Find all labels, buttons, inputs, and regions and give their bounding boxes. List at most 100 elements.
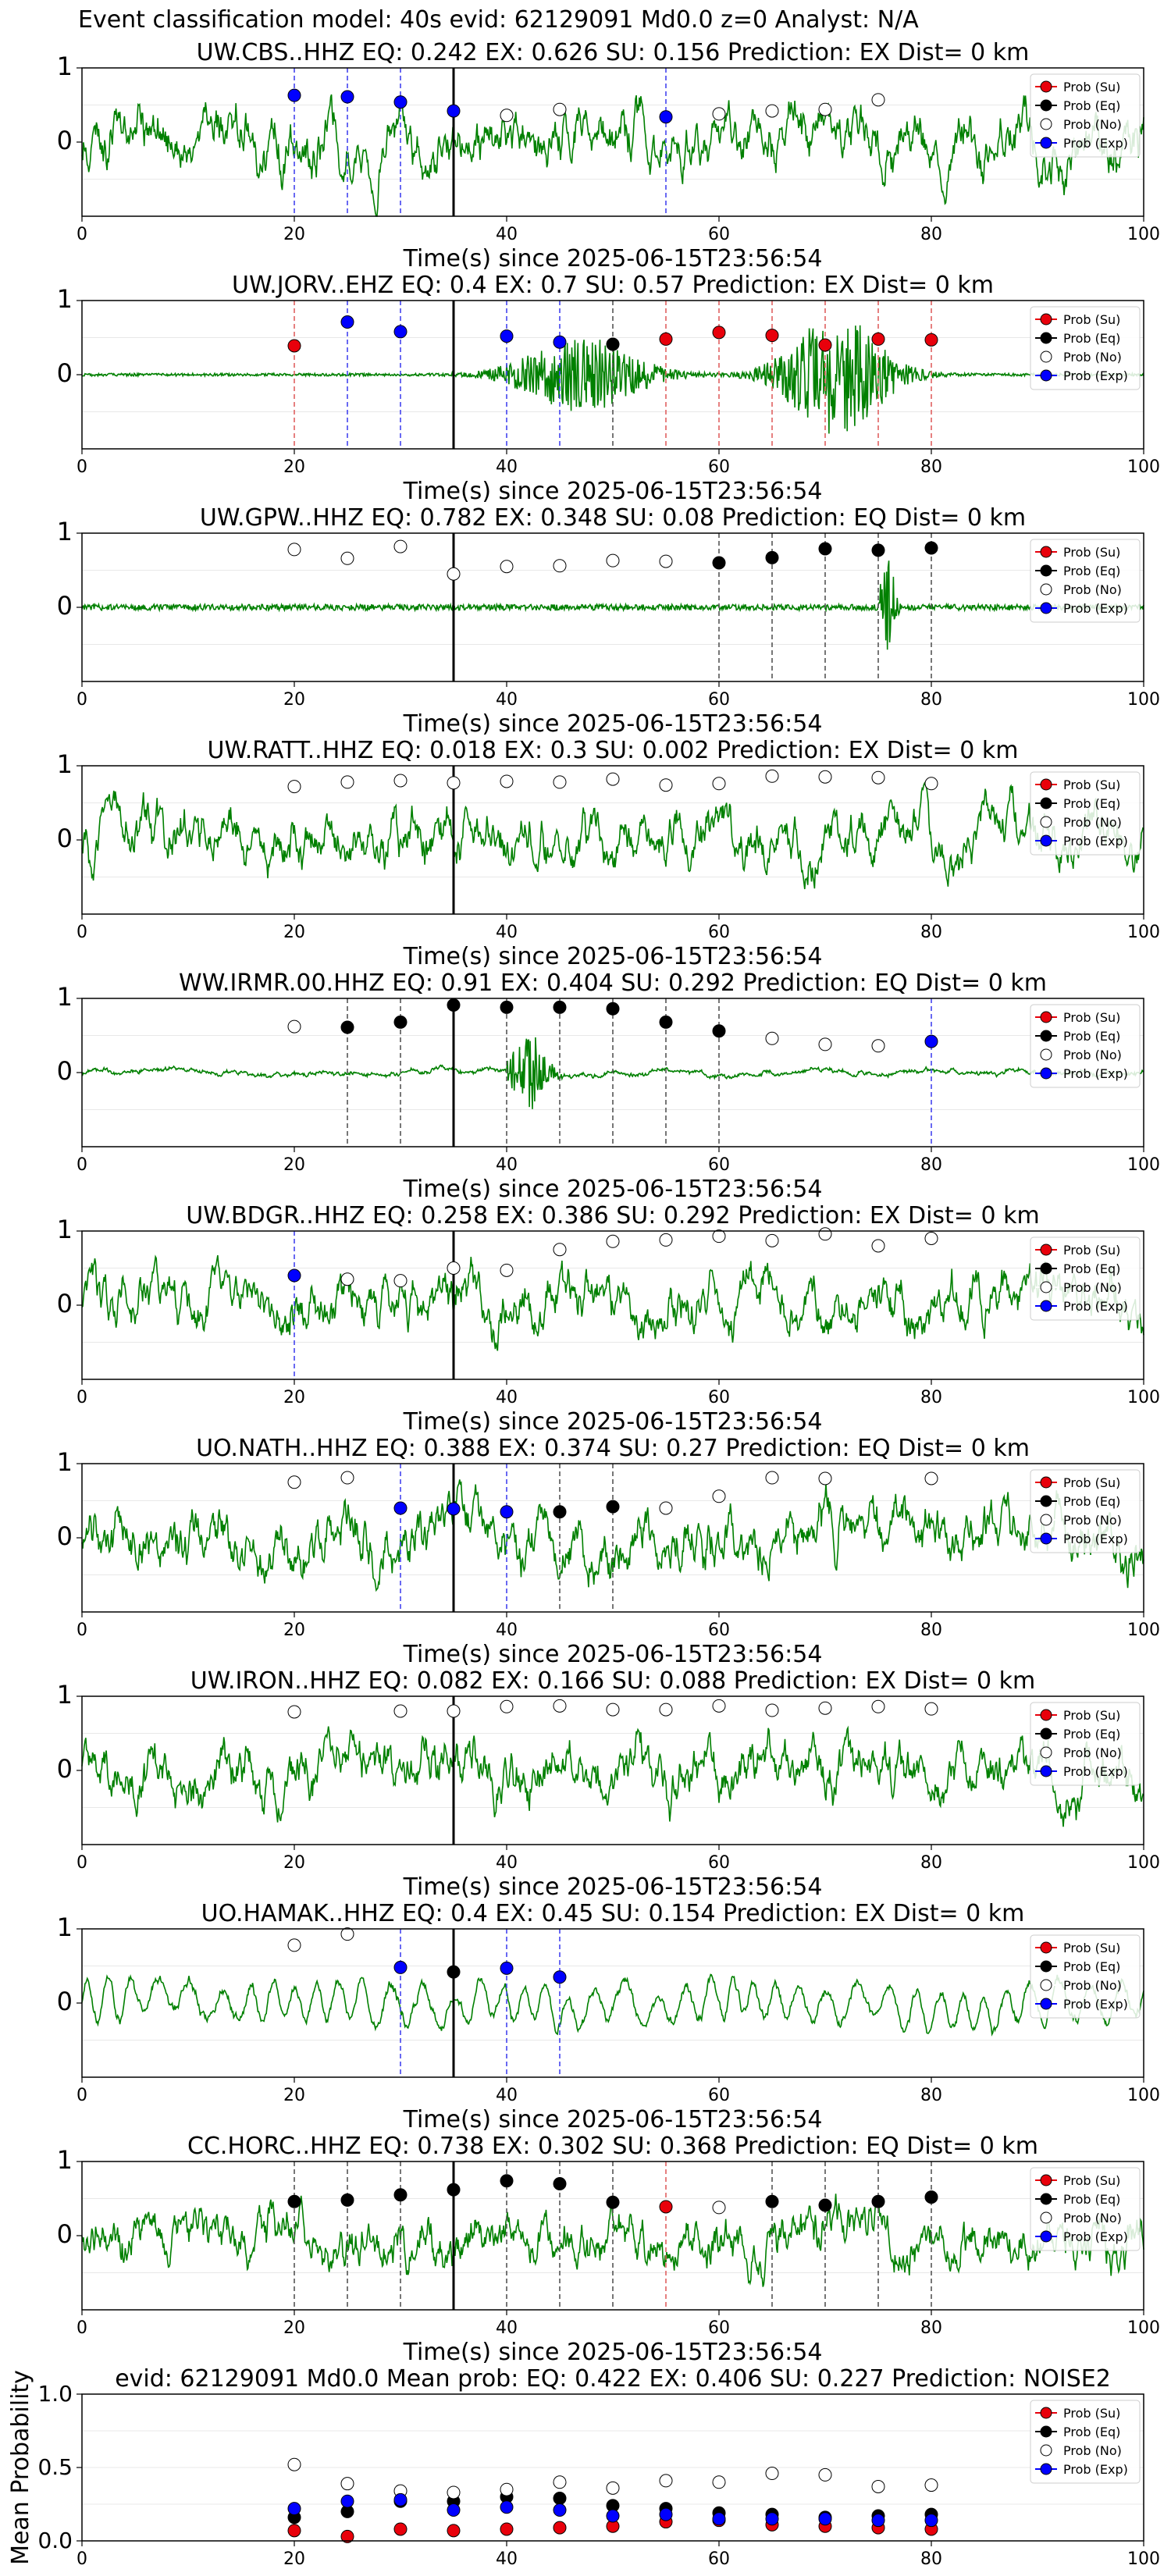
prob-marker-no [340,551,354,565]
prob-marker-su [659,332,673,346]
prob-marker-eq [393,2188,408,2202]
prob-marker-no [340,775,354,789]
legend-label-eq: Prob (Eq) [1063,1261,1120,1276]
mean-marker-no [340,2477,354,2491]
prob-marker-exp [340,315,354,329]
x-axis-label: Time(s) since 2025-06-15T23:56:54 [403,2339,823,2366]
waveform-trace [81,781,1144,890]
mean-marker-no [500,2482,514,2496]
x-tick-label: 80 [920,2318,942,2338]
prob-marker-exp [500,329,514,343]
legend-marker-exp [1040,602,1052,614]
prob-marker-exp [500,1505,514,1519]
x-tick-label: 0 [77,2086,87,2105]
x-tick-label: 40 [496,1621,518,1640]
legend-label-eq: Prob (Eq) [1063,98,1120,113]
prob-marker-no [393,1704,408,1718]
legend-marker-exp [1040,369,1052,382]
prob-marker-eq [447,998,461,1012]
legend-marker-no [1040,2211,1052,2224]
x-tick-label: 0 [77,225,87,244]
x-axis-label: Time(s) since 2025-06-15T23:56:54 [403,1873,823,1901]
prob-marker-no [553,102,567,116]
legend-label-exp: Prob (Exp) [1063,1997,1128,2012]
prob-marker-no [553,775,567,789]
x-tick-label: 60 [708,1155,730,1175]
y-tick-label: 1 [57,1215,73,1244]
x-tick-label: 40 [496,2318,518,2338]
x-tick-label: 0 [77,690,87,710]
x-axis-label: Time(s) since 2025-06-15T23:56:54 [403,1408,823,1436]
legend-marker-eq [1040,1262,1052,1275]
legend-label-no: Prob (No) [1063,2443,1122,2458]
legend-marker-no [1040,1979,1052,1991]
legend-label-no: Prob (No) [1063,1048,1122,1062]
prob-marker-no [765,769,779,783]
legend-marker-su [1040,1011,1052,1023]
prob-marker-no [924,1702,938,1716]
x-tick-label: 40 [496,2086,518,2105]
prob-marker-no [500,560,514,574]
legend-label-eq: Prob (Eq) [1063,1727,1120,1742]
prob-marker-eq [287,2194,301,2208]
mean-marker-exp [287,2502,301,2516]
prob-marker-no [500,1263,514,1277]
prob-marker-no [871,1699,885,1713]
waveform-trace [81,560,1144,650]
x-tick-label: 80 [920,690,942,710]
prob-marker-exp [287,1268,301,1283]
waveform-trace [81,1725,1144,1827]
x-tick-label: 100 [1127,923,1160,942]
legend-marker-eq [1040,1030,1052,1042]
panel-title: evid: 62129091 Md0.0 Mean prob: EQ: 0.42… [115,2365,1111,2393]
x-tick-label: 80 [920,225,942,244]
x-tick-label: 60 [708,1621,730,1640]
prob-marker-eq [712,1024,726,1038]
prob-marker-no [871,770,885,785]
legend-marker-exp [1040,1300,1052,1312]
legend-box [1030,73,1141,158]
x-tick-label: 0 [77,457,87,477]
mean-marker-su [500,2522,514,2536]
legend-marker-exp [1040,1765,1052,1777]
x-tick-label: 80 [920,2549,942,2569]
panel-title: UW.GPW..HHZ EQ: 0.782 EX: 0.348 SU: 0.08… [200,504,1026,532]
legend-label-eq: Prob (Eq) [1063,1959,1120,1974]
waveform-trace [81,94,1144,217]
y-tick-label: 0 [57,591,73,621]
prob-marker-no [393,774,408,788]
prob-marker-no [765,1471,779,1485]
prob-marker-no [553,559,567,573]
y-tick-label: 0 [57,1056,73,1086]
mean-marker-no [447,2485,461,2500]
x-tick-label: 60 [708,1853,730,1873]
x-tick-label: 40 [496,1853,518,1873]
prob-marker-eq [340,1020,354,1034]
x-tick-label: 20 [283,1155,305,1175]
panel-title: CC.HORC..HHZ EQ: 0.738 EX: 0.302 SU: 0.3… [187,2133,1038,2160]
legend-marker-su [1040,2174,1052,2186]
station-panel-4: UW.RATT..HHZ EQ: 0.018 EX: 0.3 SU: 0.002… [57,737,1160,970]
mean-marker-no [924,2478,938,2492]
y-tick-label: 1 [57,52,73,81]
x-tick-label: 100 [1127,690,1160,710]
legend-label-su: Prob (Su) [1063,1243,1120,1258]
prob-marker-su [765,329,779,343]
legend-label-exp: Prob (Exp) [1063,2229,1128,2244]
prob-marker-eq [606,337,620,351]
station-panel-1: UW.CBS..HHZ EQ: 0.242 EX: 0.626 SU: 0.15… [57,39,1160,272]
legend-marker-su [1040,313,1052,326]
legend-box [1030,1236,1141,1321]
prob-marker-eq [871,2194,885,2208]
legend-marker-exp [1040,137,1052,149]
x-axis-label: Time(s) since 2025-06-15T23:56:54 [403,943,823,970]
mean-marker-su [447,2524,461,2538]
prob-marker-no [712,107,726,121]
x-tick-label: 20 [283,2549,305,2569]
x-tick-label: 0 [77,2549,87,2569]
prob-marker-exp [447,1502,461,1516]
prob-marker-no [765,104,779,118]
y-tick-label: 0.0 [37,2528,73,2553]
x-tick-label: 100 [1127,457,1160,477]
prob-marker-no [500,774,514,788]
